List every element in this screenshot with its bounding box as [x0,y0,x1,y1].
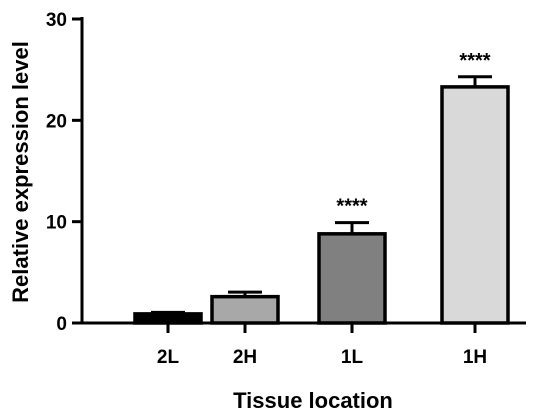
x-tick-label-1H: 1H [463,347,487,368]
x-axis-title: Tissue location [233,388,393,413]
x-tick-label-2H: 2H [233,347,257,368]
bar-2H [210,294,280,325]
significance-label-1H: **** [459,50,490,72]
y-tick-label-30: 30 [46,10,67,31]
y-tick-label-10: 10 [46,213,67,234]
bar-1H [440,85,510,325]
bar-1L [317,232,387,325]
x-tick-label-2L: 2L [157,347,180,368]
y-axis-title: Relative expression level [8,41,33,303]
significance-label-1L: **** [336,196,367,218]
y-tick-label-20: 20 [46,111,67,132]
plot-area: 2L 2H 1L **** 1H **** 0 10 20 30 [46,10,526,368]
y-tick-label-0: 0 [56,314,67,335]
x-tick-label-1L: 1L [341,347,364,368]
